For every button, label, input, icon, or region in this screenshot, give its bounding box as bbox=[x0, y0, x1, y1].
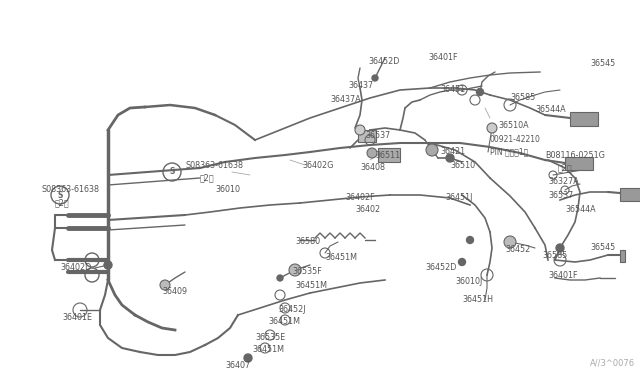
Circle shape bbox=[277, 275, 283, 281]
Circle shape bbox=[367, 148, 377, 158]
Text: 36010J: 36010J bbox=[455, 278, 483, 286]
Text: 36544A: 36544A bbox=[535, 106, 566, 115]
Text: 36452D: 36452D bbox=[368, 58, 399, 67]
Text: S: S bbox=[58, 190, 63, 199]
Text: （2）: （2） bbox=[558, 164, 573, 173]
Text: （2）: （2） bbox=[55, 199, 70, 208]
Text: 36409: 36409 bbox=[162, 288, 187, 296]
Text: 36511: 36511 bbox=[375, 151, 400, 160]
Text: 36535F: 36535F bbox=[292, 267, 322, 276]
Text: 36408: 36408 bbox=[360, 164, 385, 173]
Text: 36451M: 36451M bbox=[325, 253, 357, 263]
Circle shape bbox=[477, 89, 483, 96]
Text: 36401E: 36401E bbox=[62, 314, 92, 323]
Circle shape bbox=[487, 123, 497, 133]
Text: 36510A: 36510A bbox=[498, 121, 529, 129]
Text: 36545: 36545 bbox=[590, 244, 615, 253]
Text: 36451M: 36451M bbox=[268, 317, 300, 327]
Text: 36451M: 36451M bbox=[295, 280, 327, 289]
Circle shape bbox=[372, 75, 378, 81]
Text: 36401F: 36401F bbox=[548, 270, 577, 279]
Circle shape bbox=[355, 125, 365, 135]
Text: 36545: 36545 bbox=[590, 60, 615, 68]
Circle shape bbox=[426, 144, 438, 156]
Text: 36010: 36010 bbox=[215, 186, 240, 195]
FancyBboxPatch shape bbox=[358, 130, 376, 142]
Text: 36452D: 36452D bbox=[425, 263, 456, 273]
Text: 36421: 36421 bbox=[440, 148, 465, 157]
Circle shape bbox=[160, 280, 170, 290]
Text: 36537: 36537 bbox=[548, 190, 573, 199]
Circle shape bbox=[504, 236, 516, 248]
Text: 36437A: 36437A bbox=[330, 96, 360, 105]
Circle shape bbox=[446, 154, 454, 162]
Text: S: S bbox=[170, 167, 175, 176]
Text: 36451H: 36451H bbox=[462, 295, 493, 305]
Text: 36451J: 36451J bbox=[445, 193, 472, 202]
Text: 36327A: 36327A bbox=[548, 177, 579, 186]
Text: 36537: 36537 bbox=[365, 131, 390, 140]
Text: 36585: 36585 bbox=[542, 250, 567, 260]
FancyBboxPatch shape bbox=[570, 112, 598, 126]
Text: 36452: 36452 bbox=[505, 246, 531, 254]
Text: 36535E: 36535E bbox=[255, 334, 285, 343]
Circle shape bbox=[458, 259, 465, 266]
Text: 36544A: 36544A bbox=[565, 205, 596, 215]
Text: B08116-0251G: B08116-0251G bbox=[545, 151, 605, 160]
Text: 36402: 36402 bbox=[355, 205, 380, 215]
Text: S08363-61638: S08363-61638 bbox=[185, 160, 243, 170]
Text: PIN ピン（1）: PIN ピン（1） bbox=[490, 148, 528, 157]
Text: A//3^0076: A//3^0076 bbox=[590, 359, 635, 368]
Text: 00921-42210: 00921-42210 bbox=[490, 135, 541, 144]
Text: 36585: 36585 bbox=[510, 93, 535, 103]
Text: 36452J: 36452J bbox=[278, 305, 305, 314]
Text: 36451: 36451 bbox=[440, 86, 465, 94]
Text: S08363-61638: S08363-61638 bbox=[42, 186, 100, 195]
FancyBboxPatch shape bbox=[620, 250, 625, 262]
Text: 36407: 36407 bbox=[225, 360, 250, 369]
Text: 36402F: 36402F bbox=[345, 193, 374, 202]
Text: 36401F: 36401F bbox=[428, 54, 458, 62]
Text: 36580: 36580 bbox=[295, 237, 320, 247]
FancyBboxPatch shape bbox=[378, 148, 400, 162]
Text: 36402G: 36402G bbox=[302, 160, 333, 170]
FancyBboxPatch shape bbox=[565, 157, 593, 170]
Circle shape bbox=[556, 244, 564, 252]
Circle shape bbox=[244, 354, 252, 362]
Text: 36451M: 36451M bbox=[252, 346, 284, 355]
Circle shape bbox=[104, 261, 112, 269]
Text: 36510: 36510 bbox=[450, 160, 475, 170]
FancyBboxPatch shape bbox=[620, 188, 640, 201]
Text: 36437: 36437 bbox=[348, 80, 373, 90]
Text: （2）: （2） bbox=[200, 173, 214, 183]
Text: 36402D: 36402D bbox=[60, 263, 92, 273]
Circle shape bbox=[467, 237, 474, 244]
Circle shape bbox=[289, 264, 301, 276]
